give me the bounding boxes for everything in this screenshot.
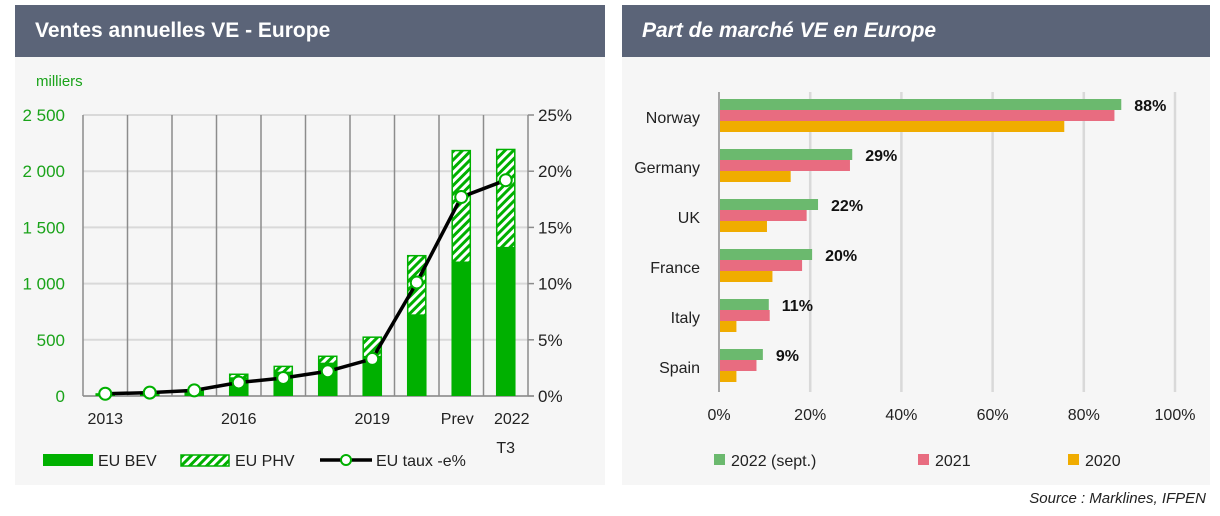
- legend-swatch: [1068, 454, 1079, 465]
- y-tick-label: 2 000: [22, 162, 65, 181]
- data-label: 29%: [865, 148, 897, 165]
- bar-2022-sept: [720, 299, 769, 310]
- x-tick-label: 80%: [1068, 407, 1100, 424]
- point-rate: [409, 275, 424, 290]
- point-rate: [98, 386, 113, 401]
- bar-2021: [720, 310, 770, 321]
- bar-2022-sept: [720, 349, 763, 360]
- x-tick-label: 2019: [354, 411, 390, 428]
- legend-swatch: [714, 454, 725, 465]
- y-tick-label: 500: [37, 331, 65, 350]
- bar-2022-sept: [720, 99, 1122, 110]
- right-panel: [622, 5, 1210, 485]
- point-rate: [231, 375, 246, 390]
- legend-label: 2021: [935, 453, 971, 470]
- legend-label-phv: EU PHV: [235, 453, 295, 470]
- bar-2020: [720, 321, 737, 332]
- legend-swatch: [918, 454, 929, 465]
- line-rate: [105, 178, 507, 396]
- category-label: Norway: [646, 110, 700, 127]
- bar-2020: [720, 271, 773, 282]
- point-rate: [498, 173, 513, 188]
- category-label: Spain: [659, 360, 700, 377]
- bar-2021: [720, 210, 807, 221]
- x-tick-label: 2016: [221, 411, 257, 428]
- point-rate: [142, 385, 157, 400]
- y-tick-label: 0: [56, 387, 65, 406]
- bar-2022-sept: [720, 249, 813, 260]
- unit-label: milliers: [36, 73, 83, 90]
- x-tick-label: 60%: [977, 407, 1009, 424]
- x-tick-label: 100%: [1155, 407, 1196, 424]
- category-label: Germany: [634, 160, 700, 177]
- y-tick-label: 2 500: [22, 106, 65, 125]
- y2-tick-label: 25%: [538, 106, 572, 125]
- bar-bev: [406, 315, 427, 396]
- data-label: 22%: [831, 198, 863, 215]
- x-tick-label: 20%: [794, 407, 826, 424]
- data-label: 9%: [776, 348, 799, 365]
- point-rate: [365, 351, 380, 366]
- source-note: Source : Marklines, IFPEN: [1029, 490, 1206, 507]
- bar-2021: [720, 160, 850, 171]
- legend-label-bev: EU BEV: [98, 453, 157, 470]
- bar-2020: [720, 171, 791, 182]
- bar-2020: [720, 221, 767, 232]
- x-tick-label: 2013: [87, 411, 123, 428]
- left-panel-title: Ventes annuelles VE - Europe: [15, 5, 605, 57]
- data-label: 11%: [782, 298, 813, 315]
- point-rate: [320, 364, 335, 379]
- legend-label: 2020: [1085, 453, 1121, 470]
- legend-swatch-phv: [180, 454, 230, 467]
- category-label: UK: [678, 210, 701, 227]
- category-label: Italy: [671, 310, 700, 327]
- x-tick-label: 2022: [494, 411, 530, 428]
- data-label: 20%: [825, 248, 857, 265]
- bar-phv: [495, 148, 516, 249]
- bar-2021: [720, 110, 1115, 121]
- legend-label: 2022 (sept.): [731, 453, 816, 470]
- bar-2022-sept: [720, 199, 819, 210]
- y2-tick-label: 20%: [538, 162, 572, 181]
- bar-2020: [720, 121, 1065, 132]
- data-label: 88%: [1134, 98, 1166, 115]
- y2-tick-label: 0%: [538, 387, 563, 406]
- point-rate: [454, 190, 469, 205]
- bar-phv: [451, 149, 472, 263]
- x-tick-sublabel: T3: [496, 440, 515, 457]
- x-tick-label: Prev: [441, 411, 474, 428]
- y2-tick-label: 5%: [538, 331, 563, 350]
- bar-bev: [451, 262, 472, 396]
- x-tick-label: 0%: [707, 407, 730, 424]
- y-tick-label: 1 500: [22, 218, 65, 237]
- bar-2022-sept: [720, 149, 853, 160]
- y2-tick-label: 10%: [538, 275, 572, 294]
- bar-phv: [317, 355, 338, 365]
- bar-bev: [362, 356, 383, 396]
- legend-swatch-bev: [43, 454, 93, 466]
- y-tick-label: 1 000: [22, 275, 65, 294]
- bar-2021: [720, 260, 803, 271]
- x-tick-label: 40%: [885, 407, 917, 424]
- right-panel-title: Part de marché VE en Europe: [622, 5, 1210, 57]
- legend-swatch-rate-marker: [340, 454, 352, 466]
- y2-tick-label: 15%: [538, 218, 572, 237]
- category-label: France: [650, 260, 700, 277]
- point-rate: [276, 371, 291, 386]
- bar-bev: [495, 247, 516, 396]
- bar-2021: [720, 360, 757, 371]
- point-rate: [187, 383, 202, 398]
- bar-2020: [720, 371, 737, 382]
- legend-label-rate: EU taux -e%: [376, 453, 466, 470]
